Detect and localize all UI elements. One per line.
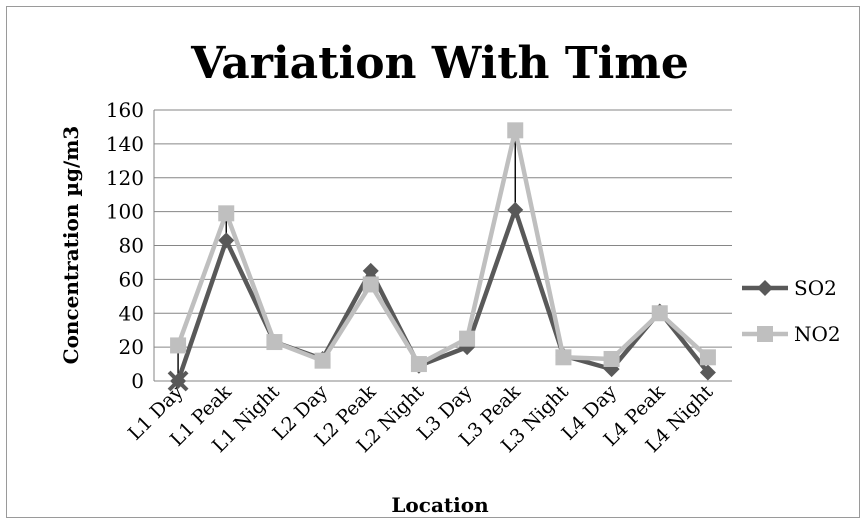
legend-label: NO2 [794,322,841,346]
data-point [699,364,716,381]
series-so2 [170,201,716,389]
y-tick-label: 140 [106,132,144,156]
y-axis-title: Concentration µg/m3 [59,126,83,365]
data-point [507,122,524,139]
data-point [555,349,572,366]
data-point [218,232,235,249]
legend-item-so2: SO2 [742,276,837,300]
legend-swatch-marker [757,280,773,296]
y-axis-ticks: 0 20 40 60 80 100 120 140 160 [106,98,144,393]
y-tick-label: 120 [106,166,144,190]
series-layer [167,122,716,392]
legend-label: SO2 [794,276,837,300]
gridlines [153,109,732,382]
data-point [699,349,716,366]
series-no2 [170,122,716,373]
legend-item-no2: NO2 [742,322,841,346]
data-point [603,350,620,367]
data-point [362,276,379,293]
x-axis-title: Location [391,493,489,517]
y-tick-label: 80 [119,234,144,258]
y-tick-label: 40 [119,301,144,325]
y-tick-label: 0 [131,369,144,393]
y-tick-label: 20 [119,335,144,359]
y-tick-label: 60 [119,267,144,291]
x-marker [167,370,189,392]
data-point [459,330,476,347]
data-point [266,334,283,351]
data-point [218,205,235,222]
data-point [410,356,427,373]
y-tick-label: 100 [106,200,144,224]
series-line [175,128,710,367]
y-tick-label: 160 [106,98,144,122]
data-point [651,305,668,322]
data-point [507,201,524,218]
chart-title: Variation With Time [190,38,689,89]
data-point [314,352,331,369]
data-point [362,262,379,279]
data-point [170,337,187,354]
legend: SO2 NO2 [742,276,841,346]
chart-frame [6,6,860,518]
legend-swatch-marker [757,326,773,342]
